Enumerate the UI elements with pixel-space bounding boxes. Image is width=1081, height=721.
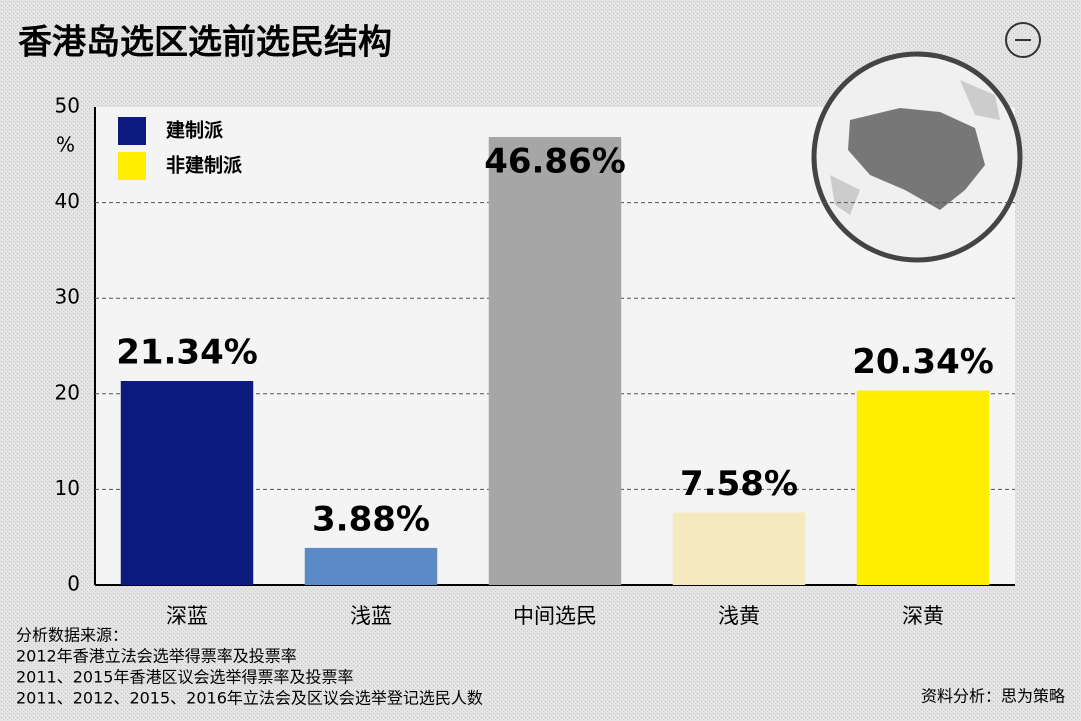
bar bbox=[304, 547, 438, 585]
source-line: 2012年香港立法会选举得票率及投票率 bbox=[16, 647, 297, 666]
legend-swatch bbox=[118, 152, 146, 180]
value-label: 3.88% bbox=[312, 499, 430, 539]
x-tick-label: 中间选民 bbox=[513, 604, 597, 628]
y-tick-label: 0 bbox=[67, 572, 80, 596]
bar bbox=[672, 512, 806, 585]
value-label: 21.34% bbox=[116, 332, 258, 372]
source-line: 2011、2012、2015、2016年立法会及区议会选举登记选民人数 bbox=[16, 689, 483, 708]
source-notes: 分析数据来源： 2012年香港立法会选举得票率及投票率 2011、2015年香港区议… bbox=[16, 626, 483, 708]
map-inset bbox=[811, 51, 1023, 263]
legend-label: 建制派 bbox=[166, 119, 224, 142]
source-line: 2011、2015年香港区议会选举得票率及投票率 bbox=[16, 668, 353, 687]
x-tick-label: 深黄 bbox=[902, 604, 944, 628]
value-label: 20.34% bbox=[852, 342, 994, 382]
y-tick-label: 10 bbox=[55, 476, 80, 500]
bar bbox=[856, 390, 990, 585]
chart-title: 香港岛选区选前选民结构 bbox=[18, 23, 392, 63]
bar bbox=[120, 380, 254, 585]
y-tick-label: 30 bbox=[55, 285, 80, 309]
y-tick-label: 20 bbox=[55, 380, 80, 404]
x-tick-label: 浅蓝 bbox=[350, 604, 392, 628]
credit: 资料分析：思为策略 bbox=[921, 687, 1065, 706]
x-tick-label: 浅黄 bbox=[718, 604, 760, 628]
legend-swatch bbox=[118, 117, 146, 145]
y-axis-label: % bbox=[56, 133, 75, 157]
logo bbox=[1005, 22, 1041, 58]
y-tick-label: 50 bbox=[55, 94, 80, 118]
bar bbox=[488, 137, 622, 585]
value-label: 7.58% bbox=[680, 464, 798, 504]
y-tick-label: 40 bbox=[55, 189, 80, 213]
source-line: 分析数据来源： bbox=[16, 626, 128, 645]
legend-label: 非建制派 bbox=[166, 154, 243, 177]
x-tick-label: 深蓝 bbox=[166, 604, 208, 628]
value-label: 46.86% bbox=[484, 142, 626, 182]
